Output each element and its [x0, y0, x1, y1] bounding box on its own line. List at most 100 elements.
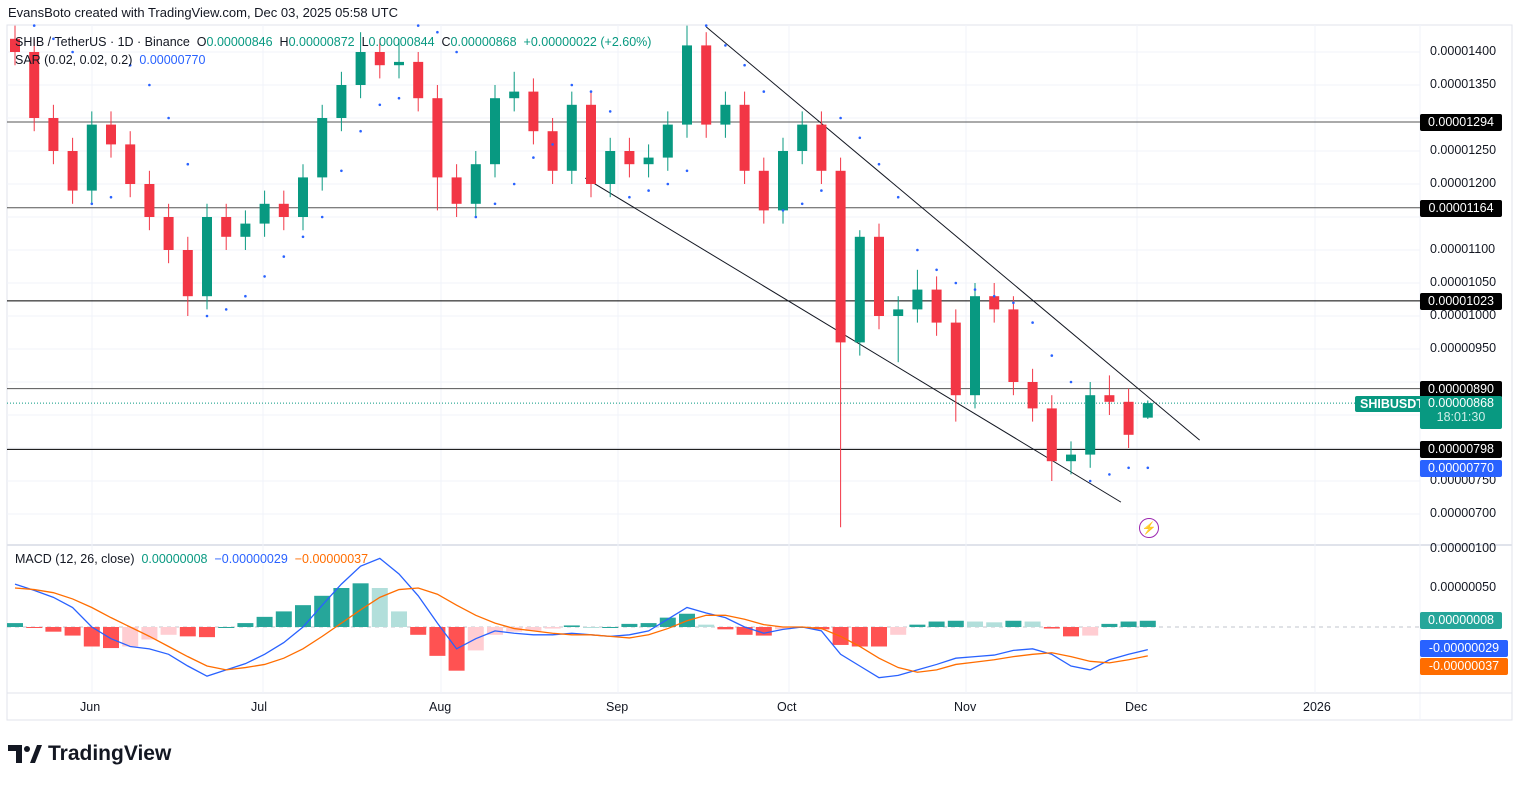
macd-histogram-bar [1063, 627, 1079, 637]
sar-dot [493, 202, 497, 206]
candle-body [624, 151, 635, 165]
macd-histogram-bar [755, 627, 772, 636]
macd-histogram-bar [26, 627, 43, 628]
sar-dot [90, 202, 94, 206]
sar-dot [781, 209, 785, 212]
macd-histogram-bar [1043, 627, 1060, 629]
sar-dot [52, 37, 55, 41]
macd-histogram-bar [7, 623, 23, 627]
candle-body [413, 61, 424, 99]
time-axis-tick: Sep [606, 700, 629, 714]
candle-body [739, 104, 750, 171]
macd-histogram-bar [947, 620, 964, 627]
macd-histogram-bar [64, 627, 81, 636]
candle-body [509, 91, 520, 99]
sar-dot [992, 294, 996, 298]
macd-histogram-bar [1024, 621, 1041, 627]
sar-dot [186, 162, 190, 166]
sar-dot [1069, 380, 1073, 384]
sar-dot [666, 182, 670, 186]
candle-body [720, 104, 731, 125]
sar-dot [1088, 479, 1092, 483]
macd-histogram-bar [563, 625, 580, 627]
sar-dot [1127, 466, 1130, 470]
sar-label: SAR (0.02, 0.02, 0.2) [15, 53, 133, 67]
candle-body [816, 124, 827, 171]
sar-dot [820, 189, 823, 192]
candle-body [893, 309, 904, 316]
sar-dot [724, 44, 727, 47]
macd-histogram-bar [525, 627, 542, 631]
candle-body [758, 170, 769, 211]
candle-body [1085, 395, 1096, 455]
macd-hist-value: 0.00000008 [141, 552, 208, 566]
sar-dot [512, 182, 516, 186]
candle-body [874, 236, 884, 316]
candle-body [490, 98, 500, 165]
symbol-name[interactable]: SHIB / TetherUS · 1D · Binance [15, 35, 190, 49]
candle-body [970, 296, 980, 396]
tradingview-logo[interactable]: TradingView [8, 742, 171, 766]
macd-histogram-bar [352, 583, 369, 627]
macd-line-tag: -0.00000029 [1420, 640, 1508, 657]
macd-histogram-bar [698, 624, 715, 627]
sar-dot [954, 281, 958, 285]
macd-label: MACD (12, 26, close) [15, 552, 135, 566]
sar-price-tag: 0.00000770 [1420, 460, 1502, 477]
candle-body [451, 177, 462, 204]
macd-axis-tick: 0.00000050 [1430, 580, 1497, 594]
candle-body [778, 151, 788, 211]
close-value: 0.00000868 [450, 35, 517, 49]
price-axis-tick: 0.00001200 [1430, 176, 1497, 190]
close-label: C [441, 35, 451, 49]
candle-body [1142, 403, 1153, 418]
time-axis-tick: 2026 [1303, 700, 1331, 714]
macd-signal-value: −0.00000037 [294, 552, 369, 566]
sar-dot [1031, 321, 1034, 324]
candle-body [182, 250, 193, 297]
macd-histogram-bar [621, 623, 638, 627]
sar-dot [205, 314, 209, 318]
candle-body [1123, 401, 1134, 435]
sar-dot [378, 103, 382, 107]
candle-body [528, 91, 539, 132]
level-price-tag: 0.00000890 [1420, 380, 1502, 398]
sar-dot [608, 110, 612, 113]
macd-histogram-bar [736, 627, 753, 635]
sar-dot [935, 268, 938, 272]
macd-histogram-bar [45, 627, 62, 632]
sar-dot [800, 202, 804, 206]
candle-body [643, 157, 654, 165]
high-value: 0.00000872 [288, 35, 355, 49]
sar-dot [282, 255, 286, 258]
macd-histogram-bar [851, 627, 868, 647]
sar-dot [359, 129, 362, 133]
macd-histogram-bar [659, 617, 676, 627]
macd-histogram-bar [429, 627, 446, 656]
price-axis-tick: 0.00000700 [1430, 506, 1497, 520]
time-axis-tick: Aug [429, 700, 452, 714]
sar-dot [301, 235, 305, 239]
candle-body [221, 217, 232, 237]
macd-hist-tag: 0.00000008 [1420, 612, 1502, 629]
sar-value: 0.00000770 [139, 53, 206, 67]
candle-body [1104, 395, 1115, 402]
candle-body [1066, 454, 1076, 462]
time-axis-tick: Nov [954, 700, 977, 714]
sar-dot [109, 195, 113, 199]
macd-histogram-bar [928, 621, 945, 627]
sar-dot [224, 308, 228, 311]
candle-body [202, 217, 212, 297]
trendline [584, 177, 1122, 503]
sar-dot [1146, 466, 1150, 470]
sar-legend[interactable]: SAR (0.02, 0.02, 0.2) 0.00000770 [15, 53, 205, 67]
level-price-tag: 0.00001023 [1420, 292, 1502, 310]
credit-line: EvansBoto created with TradingView.com, … [8, 5, 398, 20]
macd-legend[interactable]: MACD (12, 26, close) 0.00000008 −0.00000… [15, 552, 368, 566]
candle-body [912, 289, 923, 310]
lightning-event-icon[interactable]: ⚡ [1139, 518, 1159, 538]
open-value: 0.00000846 [206, 35, 273, 49]
sar-dot [436, 30, 439, 34]
macd-histogram-bar [890, 627, 907, 635]
